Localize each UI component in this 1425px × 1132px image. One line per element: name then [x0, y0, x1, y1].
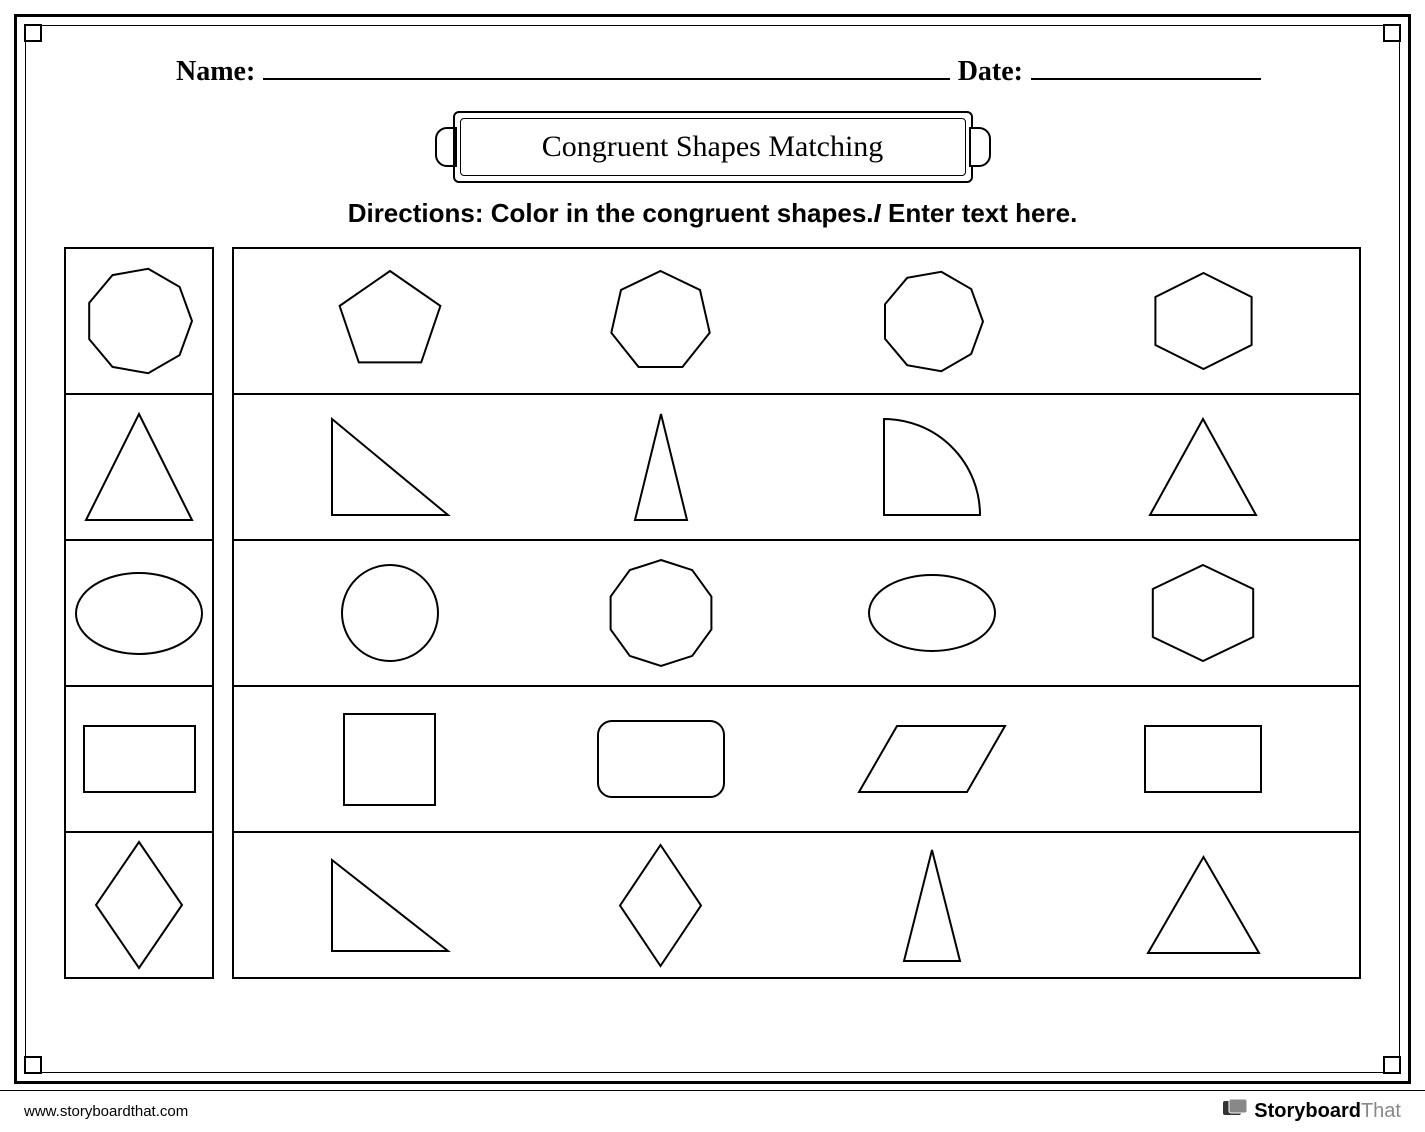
title-banner: Congruent Shapes Matching [433, 108, 993, 186]
directions-placeholder: Enter text here. [881, 198, 1078, 228]
option-cell[interactable] [1068, 417, 1339, 517]
options-row [232, 393, 1361, 541]
options-column [232, 247, 1361, 977]
shapes-grid [56, 247, 1369, 977]
option-cell[interactable] [525, 269, 796, 374]
option-cell[interactable] [797, 417, 1068, 517]
option-cell[interactable] [797, 724, 1068, 794]
option-cell[interactable] [1068, 724, 1339, 794]
key-cell [64, 247, 214, 395]
date-label: Date: [958, 56, 1023, 88]
footer-url: www.storyboardthat.com [24, 1103, 188, 1120]
header-line: Name: Date: [56, 56, 1369, 88]
options-row [232, 247, 1361, 395]
key-column [64, 247, 214, 977]
corner-handle-bl [24, 1056, 42, 1074]
option-cell[interactable] [525, 843, 796, 968]
banner-plate: Congruent Shapes Matching [453, 111, 973, 183]
directions-text: Color in the congruent shapes. [491, 198, 874, 228]
worksheet-content: Name: Date: Congruent Shapes Matching Di… [56, 56, 1369, 1042]
page-footer: www.storyboardthat.com StoryboardThat [0, 1090, 1425, 1132]
options-row [232, 685, 1361, 833]
directions-line[interactable]: Directions: Color in the congruent shape… [56, 198, 1369, 229]
corner-handle-tl [24, 24, 42, 42]
date-blank[interactable] [1031, 56, 1261, 80]
key-cell [64, 393, 214, 541]
banner-tab-right [969, 127, 991, 167]
options-row [232, 539, 1361, 687]
name-blank[interactable] [263, 56, 949, 80]
option-cell[interactable] [1068, 271, 1339, 371]
corner-handle-br [1383, 1056, 1401, 1074]
option-cell[interactable] [254, 417, 525, 517]
worksheet-title: Congruent Shapes Matching [542, 130, 884, 164]
option-cell[interactable] [525, 558, 796, 668]
corner-handle-tr [1383, 24, 1401, 42]
worksheet-inner-frame: Name: Date: Congruent Shapes Matching Di… [25, 25, 1400, 1073]
brand-light: That [1361, 1100, 1401, 1122]
option-cell[interactable] [525, 412, 796, 522]
option-cell[interactable] [525, 719, 796, 799]
option-cell[interactable] [797, 573, 1068, 653]
key-cell [64, 539, 214, 687]
key-cell [64, 685, 214, 833]
name-label: Name: [176, 56, 255, 88]
options-row [232, 831, 1361, 979]
option-cell[interactable] [254, 563, 525, 663]
option-cell[interactable] [1068, 855, 1339, 955]
storyboard-icon [1222, 1098, 1248, 1126]
key-cell [64, 831, 214, 979]
brand-bold: Storyboard [1254, 1100, 1361, 1122]
option-cell[interactable] [254, 712, 525, 807]
option-cell[interactable] [797, 848, 1068, 963]
option-cell[interactable] [797, 269, 1068, 374]
text-cursor: I [874, 198, 881, 228]
footer-brand: StoryboardThat [1222, 1098, 1401, 1126]
option-cell[interactable] [254, 858, 525, 953]
option-cell[interactable] [254, 269, 525, 374]
worksheet-outer-frame: Name: Date: Congruent Shapes Matching Di… [14, 14, 1411, 1084]
option-cell[interactable] [1068, 563, 1339, 663]
directions-label: Directions: [348, 198, 491, 228]
